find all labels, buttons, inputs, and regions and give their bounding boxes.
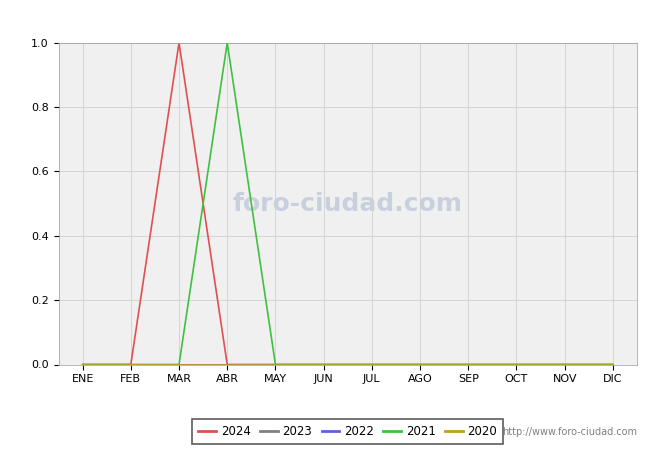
- Text: http://www.foro-ciudad.com: http://www.foro-ciudad.com: [502, 428, 637, 437]
- Text: Matriculaciones de Vehiculos en Villamalur: Matriculaciones de Vehiculos en Villamal…: [148, 8, 502, 26]
- Text: foro-ciudad.com: foro-ciudad.com: [233, 192, 463, 216]
- Legend: 2024, 2023, 2022, 2021, 2020: 2024, 2023, 2022, 2021, 2020: [192, 419, 503, 444]
